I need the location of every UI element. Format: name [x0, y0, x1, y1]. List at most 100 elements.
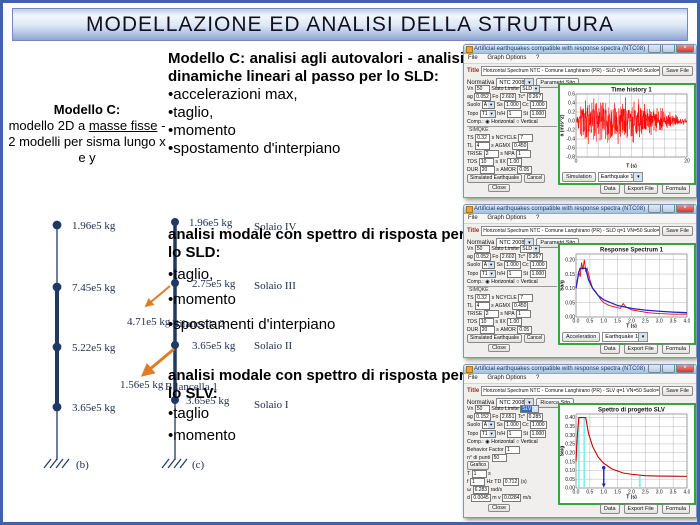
save-file-button[interactable]: Save File — [662, 225, 693, 236]
form-box[interactable]: 0.450 — [511, 301, 529, 310]
form-btn[interactable]: Cancel — [523, 173, 546, 183]
form-btn[interactable]: Cancel — [523, 333, 546, 343]
minimize-button[interactable] — [648, 365, 661, 373]
normativa-combo[interactable]: NTC 2008 — [496, 77, 535, 88]
parametri-sito-button[interactable]: Parametri Sito — [536, 77, 580, 88]
earthquake-combo[interactable]: Earthquake 1 — [602, 332, 648, 342]
form-combo[interactable]: SLD — [520, 85, 540, 94]
maximize-button[interactable] — [662, 365, 675, 373]
close-dialog-button[interactable]: Close — [488, 504, 511, 512]
form-box[interactable]: 0.450 — [511, 141, 529, 150]
menu-file[interactable]: File — [468, 215, 478, 221]
form-box[interactable]: 1 — [516, 150, 532, 158]
form-box[interactable]: 1.000 — [504, 101, 521, 110]
form-box[interactable]: 0.052 — [474, 93, 491, 102]
form-box[interactable]: 1.000 — [504, 421, 521, 430]
menu-help[interactable]: ? — [536, 55, 540, 61]
form-box[interactable]: 0.152 — [474, 413, 491, 422]
form-radio1[interactable]: ◉ Horizontal — [485, 438, 515, 445]
form-box[interactable]: 1 — [469, 478, 485, 487]
form-box[interactable]: 2 — [483, 310, 499, 318]
menu-file[interactable]: File — [468, 55, 478, 61]
form-combo[interactable]: A — [481, 421, 496, 430]
form-combo[interactable]: A — [481, 261, 496, 270]
acceleration-button[interactable]: Acceleration — [562, 332, 601, 342]
form-box[interactable]: 1.000 — [529, 429, 547, 438]
form-combo[interactable]: A — [481, 101, 496, 110]
form-box[interactable]: 0.285 — [526, 413, 544, 422]
form-box[interactable]: 1.000 — [504, 261, 521, 270]
form-box[interactable]: 0.0045 — [471, 494, 491, 503]
close-window-button[interactable]: × — [676, 45, 694, 53]
form-combo[interactable]: T1 — [479, 269, 496, 278]
normativa-combo[interactable]: NTC 2008 — [496, 237, 535, 248]
maximize-button[interactable] — [662, 205, 675, 213]
form-box[interactable]: 20 — [479, 326, 495, 335]
window-titlebar[interactable]: Artificial earthquakes compatible with r… — [464, 365, 696, 374]
form-combo[interactable]: SLD — [520, 245, 540, 254]
form-box[interactable]: 1.000 — [530, 101, 547, 110]
formula-button[interactable]: Formula — [661, 344, 690, 354]
menu-help[interactable]: ? — [536, 375, 540, 381]
menu-file[interactable]: File — [468, 375, 478, 381]
form-box[interactable]: 0.32 — [475, 293, 491, 302]
title-input[interactable]: Horizontal Spectrum NTC - Comune Langhir… — [481, 385, 661, 396]
form-radio1[interactable]: ◉ Horizontal — [485, 278, 515, 285]
minimize-button[interactable] — [648, 205, 661, 213]
window-titlebar[interactable]: Artificial earthquakes compatible with r… — [464, 45, 696, 54]
form-box[interactable]: 7 — [518, 133, 534, 142]
close-window-button[interactable]: × — [676, 365, 694, 373]
form-box[interactable]: 0.052 — [474, 253, 491, 262]
menu-graph-options[interactable]: Graph Options — [487, 215, 527, 221]
form-box[interactable]: 2.651 — [499, 413, 517, 422]
form-box[interactable]: 1.00 — [507, 158, 523, 167]
menu-graph-options[interactable]: Graph Options — [487, 375, 527, 381]
form-box[interactable]: 2.602 — [499, 93, 517, 102]
parametri-sito-button[interactable]: Parametri Sito — [536, 237, 580, 248]
export-file-button[interactable]: Export File — [623, 344, 658, 354]
normativa-combo[interactable]: NTC 2008 — [496, 397, 535, 408]
form-box[interactable]: 50 — [474, 85, 490, 94]
form-box[interactable]: 50 — [491, 453, 507, 462]
form-box[interactable]: 10 — [478, 318, 494, 327]
menu-graph-options[interactable]: Graph Options — [487, 55, 527, 61]
data-button[interactable]: Data — [599, 504, 620, 514]
close-dialog-button[interactable]: Close — [488, 344, 511, 352]
form-box[interactable]: 2.602 — [499, 253, 517, 262]
form-box[interactable]: 0.05 — [517, 326, 533, 335]
form-combo[interactable]: T1 — [479, 429, 496, 438]
earthquake-combo[interactable]: Earthquake 1 — [597, 172, 644, 182]
form-box[interactable]: 1 — [506, 269, 522, 278]
menu-help[interactable]: ? — [536, 215, 540, 221]
form-box[interactable]: 0.267 — [526, 253, 544, 262]
form-box[interactable]: 1.000 — [530, 421, 547, 430]
form-box[interactable]: 1 — [506, 109, 522, 118]
save-file-button[interactable]: Save File — [662, 385, 693, 396]
form-box[interactable]: 1 — [506, 429, 522, 438]
minimize-button[interactable] — [648, 45, 661, 53]
form-box[interactable]: 2 — [483, 150, 499, 158]
form-btn[interactable]: Simulated Earthquake — [467, 333, 523, 343]
form-box[interactable]: 50 — [474, 245, 490, 254]
form-box[interactable]: 0.712 — [502, 478, 520, 487]
simulation-button[interactable]: Simulation — [562, 172, 596, 182]
form-box[interactable]: 7 — [518, 293, 534, 302]
form-box[interactable]: 4 — [474, 301, 490, 310]
save-file-button[interactable]: Save File — [662, 65, 693, 76]
form-box[interactable]: 0.05 — [517, 166, 533, 175]
export-file-button[interactable]: Export File — [623, 504, 658, 514]
form-box[interactable]: 0.0284 — [502, 494, 522, 503]
form-box[interactable]: 4 — [474, 141, 490, 150]
form-box[interactable]: 1 — [516, 310, 532, 318]
ricerca-sito-button[interactable]: Ricerca Sito — [536, 397, 575, 408]
form-box[interactable]: 0.267 — [526, 93, 544, 102]
form-box[interactable]: 1.000 — [530, 261, 547, 270]
form-box[interactable]: 50 — [474, 405, 490, 414]
form-box[interactable]: 20 — [479, 166, 495, 175]
data-button[interactable]: Data — [599, 344, 620, 354]
window-titlebar[interactable]: Artificial earthquakes compatible with r… — [464, 205, 696, 214]
form-combo[interactable]: T1 — [479, 109, 496, 118]
close-dialog-button[interactable]: Close — [488, 184, 511, 192]
title-input[interactable]: Horizontal Spectrum NTC - Comune Langhir… — [481, 65, 661, 76]
title-input[interactable]: Horizontal Spectrum NTC - Comune Langhir… — [481, 225, 661, 236]
